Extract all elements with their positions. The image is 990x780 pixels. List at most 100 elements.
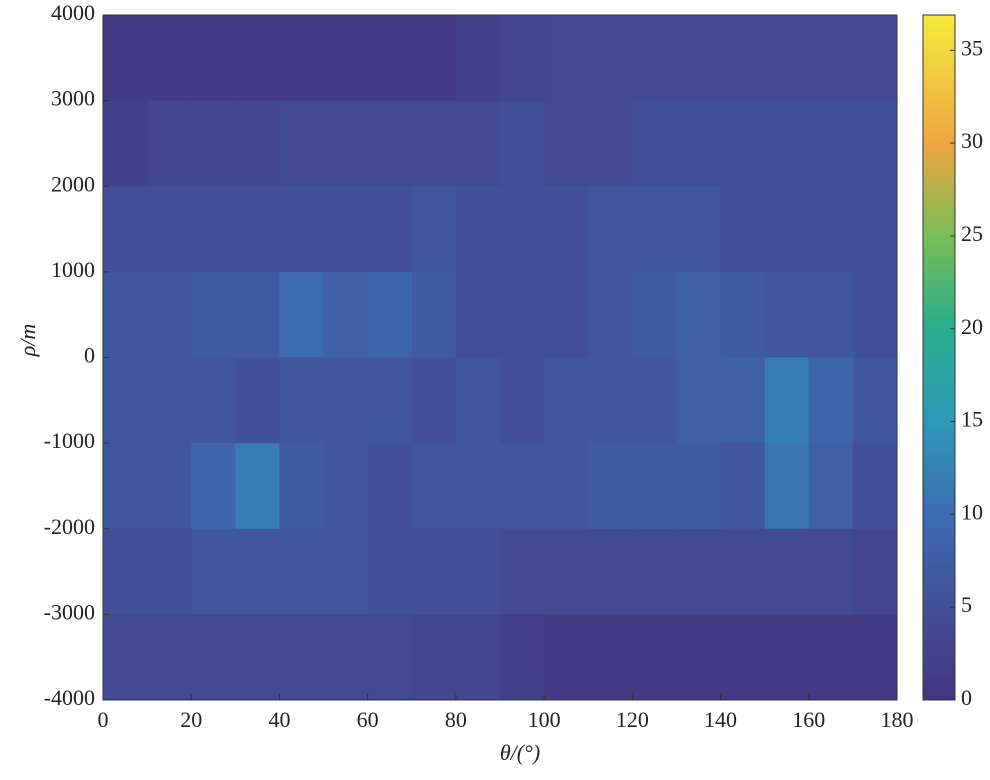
x-tick-label: 20 [180, 707, 202, 732]
heat-cell [147, 100, 192, 187]
heat-cell [279, 357, 325, 444]
heat-cell [103, 100, 148, 187]
heat-cell [367, 528, 413, 615]
heat-cell [103, 271, 148, 358]
heat-cell [852, 614, 898, 701]
heat-cell [500, 614, 545, 701]
heat-cell [147, 15, 192, 102]
heat-cell [147, 357, 192, 444]
heat-cell [588, 357, 633, 444]
heat-cell [411, 357, 457, 444]
heat-cell [720, 614, 766, 701]
heat-cell [676, 100, 722, 187]
heat-cell [764, 614, 810, 701]
heat-cell [764, 443, 810, 530]
heat-cell [808, 614, 854, 701]
heat-cell [852, 100, 898, 187]
heat-cell [632, 357, 677, 444]
heat-cell [279, 186, 325, 273]
heat-cell [235, 614, 280, 701]
heat-cell [455, 357, 501, 444]
heat-cell [455, 100, 501, 187]
heat-cell [544, 614, 589, 701]
heat-cell [676, 528, 722, 615]
heat-cell [544, 271, 589, 358]
heat-cell [367, 357, 413, 444]
heat-cell [808, 100, 854, 187]
heat-cell [411, 271, 457, 358]
heat-cell [720, 528, 766, 615]
y-axis-label: ρ/m [15, 324, 40, 358]
heat-cell [147, 271, 192, 358]
heat-cell [323, 100, 369, 187]
heat-cell [103, 15, 148, 102]
heat-cell [808, 186, 854, 273]
heat-cell [544, 528, 589, 615]
heat-cell [764, 271, 810, 358]
heat-cell [764, 186, 810, 273]
heat-cell [632, 528, 677, 615]
heat-cell [103, 528, 148, 615]
heat-cell [588, 15, 633, 102]
heat-cell [455, 528, 501, 615]
y-tick-label: -4000 [44, 685, 95, 710]
heat-cell [235, 100, 280, 187]
y-tick-label: 1000 [51, 257, 95, 282]
heat-cell [455, 186, 501, 273]
heat-cell [455, 614, 501, 701]
heat-cell [411, 186, 457, 273]
heat-cell [500, 15, 545, 102]
heat-cell [500, 186, 545, 273]
heat-cell [103, 443, 148, 530]
y-tick-label: 4000 [51, 0, 95, 25]
heat-cell [544, 15, 589, 102]
heat-cell [588, 614, 633, 701]
heat-cell [279, 100, 325, 187]
heat-cell [588, 443, 633, 530]
heat-cell [279, 614, 325, 701]
heat-cell [500, 357, 545, 444]
heat-cell [411, 15, 457, 102]
heat-cell [632, 15, 677, 102]
heat-cell [191, 614, 236, 701]
heat-cell [191, 100, 236, 187]
heat-cell [367, 186, 413, 273]
x-tick-label: 0 [98, 707, 109, 732]
heat-cell [147, 443, 192, 530]
heat-cell [764, 528, 810, 615]
heat-cell [588, 186, 633, 273]
heat-cell [588, 271, 633, 358]
heat-cell [676, 614, 722, 701]
heat-cell [676, 357, 722, 444]
heat-cell [191, 15, 236, 102]
heat-cell [147, 186, 192, 273]
colorbar-tick-label: 30 [961, 128, 983, 153]
heat-cell [455, 15, 501, 102]
heat-cell [323, 528, 369, 615]
heat-cell [632, 186, 677, 273]
heat-cell [279, 528, 325, 615]
heat-cell [235, 15, 280, 102]
heat-cell [235, 357, 280, 444]
x-tick-label: 120 [616, 707, 649, 732]
heat-cell [500, 528, 545, 615]
heat-cell [367, 100, 413, 187]
heat-cell [279, 15, 325, 102]
heat-cell [676, 271, 722, 358]
y-tick-label: 2000 [51, 171, 95, 196]
heat-cell [808, 357, 854, 444]
heat-cell [808, 271, 854, 358]
heat-cell [235, 443, 280, 530]
heat-cell [544, 100, 589, 187]
heat-cell [323, 15, 369, 102]
heat-cell [500, 271, 545, 358]
heat-cell [676, 443, 722, 530]
heat-cell [500, 100, 545, 187]
heat-cell [323, 443, 369, 530]
heat-cell [323, 357, 369, 444]
heat-cell [500, 443, 545, 530]
heat-cell [808, 443, 854, 530]
y-tick-label: -3000 [44, 599, 95, 624]
heat-cell [191, 528, 236, 615]
